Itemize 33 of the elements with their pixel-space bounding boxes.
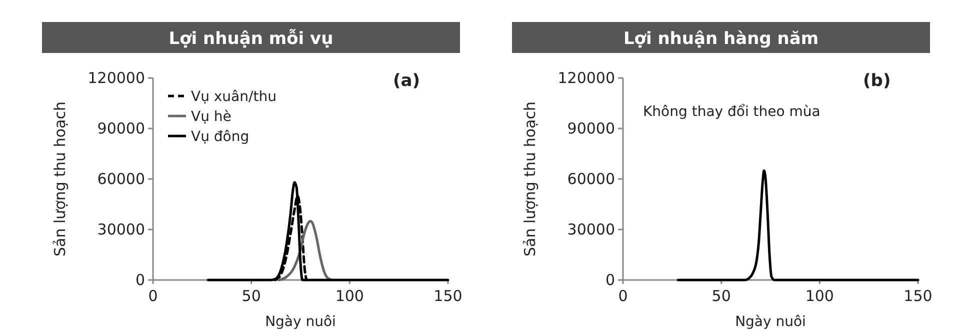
legend-label: Vụ xuân/thu bbox=[191, 89, 276, 105]
y-axis-title: Sản lượng thu hoạch bbox=[521, 102, 539, 256]
y-tick-label: 120000 bbox=[88, 69, 145, 87]
y-tick-label: 90000 bbox=[97, 120, 145, 138]
y-tick-label: 30000 bbox=[567, 220, 615, 238]
line-series bbox=[676, 169, 920, 282]
x-tick-label: 100 bbox=[335, 287, 364, 305]
legend-label: Vụ hè bbox=[191, 109, 232, 125]
y-tick-label: 0 bbox=[605, 271, 615, 289]
chart-title: Lợi nhuận mỗi vụ bbox=[168, 28, 334, 49]
line-series bbox=[206, 181, 450, 282]
chart-title: Lợi nhuận hàng năm bbox=[623, 29, 819, 49]
y-axis-title: Sản lượng thu hoạch bbox=[51, 102, 69, 256]
x-tick-label: 50 bbox=[242, 287, 261, 305]
x-tick-label: 150 bbox=[434, 287, 462, 305]
y-tick-label: 0 bbox=[135, 271, 145, 289]
x-tick-label: 100 bbox=[805, 287, 834, 305]
annotation: (a) bbox=[393, 71, 420, 91]
x-axis-title: Ngày nuôi bbox=[735, 314, 806, 330]
annotation: (b) bbox=[863, 71, 891, 91]
annotation: Không thay đổi theo mùa bbox=[643, 103, 820, 120]
x-tick-label: 50 bbox=[712, 287, 731, 305]
line-series bbox=[278, 220, 334, 282]
y-tick-label: 90000 bbox=[567, 120, 615, 138]
legend-label: Vụ đông bbox=[191, 129, 250, 145]
x-tick-label: 0 bbox=[618, 287, 628, 305]
y-tick-label: 120000 bbox=[558, 69, 615, 87]
x-tick-label: 0 bbox=[148, 287, 158, 305]
x-tick-label: 150 bbox=[904, 287, 932, 305]
y-tick-label: 30000 bbox=[97, 220, 145, 238]
y-tick-label: 60000 bbox=[567, 170, 615, 188]
x-axis-title: Ngày nuôi bbox=[265, 314, 336, 330]
y-tick-label: 60000 bbox=[97, 170, 145, 188]
